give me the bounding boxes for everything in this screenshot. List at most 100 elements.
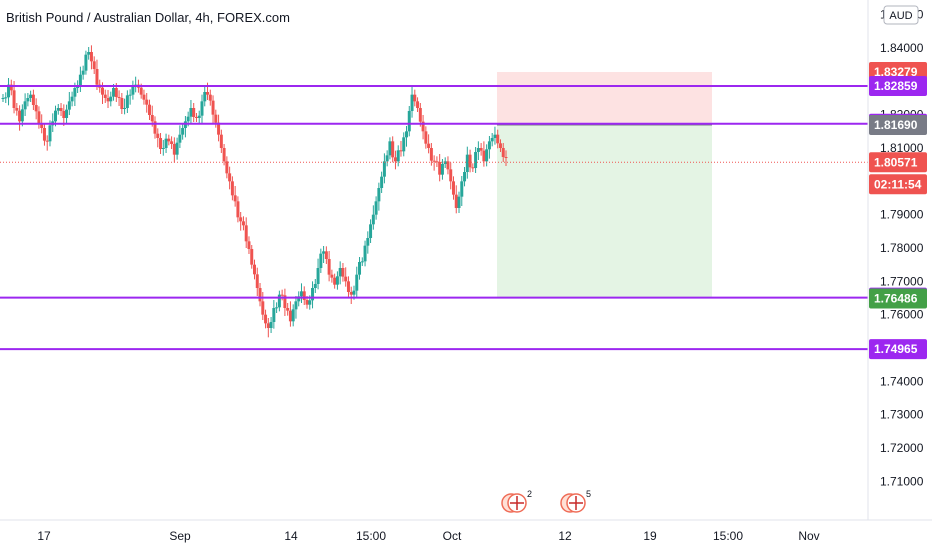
candle [463, 167, 467, 187]
candle [393, 150, 397, 170]
candle [103, 89, 107, 103]
time-tick-label: 14 [284, 529, 298, 543]
candle [258, 283, 262, 307]
candle [355, 266, 359, 298]
candle [363, 240, 367, 267]
candle [338, 261, 342, 285]
time-tick-label: Oct [443, 529, 462, 543]
candle [382, 153, 386, 184]
candle [159, 133, 163, 154]
candle [324, 246, 328, 264]
candle [194, 113, 198, 122]
stop-loss-zone [497, 72, 712, 125]
candle [479, 143, 483, 156]
candle [203, 87, 207, 107]
candle [125, 90, 129, 113]
candle [451, 176, 455, 200]
candle [391, 136, 395, 163]
candle [117, 90, 121, 106]
candle [460, 176, 464, 206]
candle [56, 104, 60, 115]
candle [468, 149, 472, 173]
candle [120, 93, 124, 114]
candle [346, 276, 350, 297]
candle [427, 134, 431, 154]
candle [109, 91, 113, 107]
candle [219, 129, 223, 153]
candle [156, 128, 160, 148]
candle [211, 95, 215, 124]
time-tick-label: 19 [643, 529, 657, 543]
time-tick-label: Nov [798, 529, 819, 543]
candle [78, 66, 82, 92]
candle [45, 135, 49, 151]
currency-badge[interactable]: AUD [883, 5, 919, 25]
candle [449, 162, 453, 190]
economic-event-flag-icon[interactable]: 2 [501, 489, 532, 513]
candle [424, 126, 428, 149]
candle [106, 90, 110, 108]
candle [131, 80, 135, 100]
candle [95, 59, 99, 90]
candle [374, 196, 378, 220]
last-price-tag-label: 1.80571 [874, 155, 918, 169]
candle [297, 291, 301, 307]
price-tick-label: 1.84000 [880, 41, 924, 55]
candle [446, 156, 450, 175]
price-tick-label: 1.71000 [880, 474, 924, 488]
candle [230, 176, 234, 201]
last-price-tag: 1.80571 [869, 152, 927, 173]
candle [147, 99, 151, 120]
candle [322, 246, 326, 263]
candle [410, 86, 414, 118]
candle [34, 98, 38, 120]
candle [487, 136, 491, 159]
candle [272, 300, 276, 329]
level-price-tag: 1.82859 [869, 76, 927, 97]
candle [153, 116, 157, 139]
time-tick-label: 15:00 [713, 529, 743, 543]
chart-title: British Pound / Australian Dollar, 4h, F… [6, 10, 290, 25]
candle [327, 251, 331, 282]
event-count: 2 [527, 489, 532, 499]
candle [142, 89, 146, 105]
candle [1, 94, 5, 102]
candle [239, 212, 243, 231]
horizontal-levels[interactable] [0, 85, 868, 351]
candle [228, 166, 232, 190]
time-tick-label: 17 [37, 529, 51, 543]
candle [233, 186, 237, 207]
stop-price-tag-label: 1.83279 [874, 65, 918, 79]
candle [407, 106, 411, 137]
candle [493, 126, 497, 145]
candle [416, 97, 420, 112]
price-tick-label: 1.79000 [880, 208, 924, 222]
candle [496, 129, 500, 149]
candle [81, 65, 85, 80]
candle [490, 133, 494, 147]
level-price-tag-label: 1.82859 [874, 79, 918, 93]
candle [474, 147, 478, 173]
candle [172, 137, 176, 163]
time-axis-ticks: 17 Sep 14 15:00 Oct 12 19 15:00 Nov [37, 529, 819, 543]
candle [349, 286, 353, 304]
currency-label: AUD [889, 10, 912, 22]
candle [42, 123, 46, 146]
candle [501, 143, 505, 162]
candle [366, 231, 370, 254]
candle [15, 103, 19, 116]
candles [1, 45, 508, 338]
candle [178, 125, 182, 148]
candle [4, 92, 8, 103]
candle [341, 263, 345, 282]
candle [244, 217, 248, 248]
candle [283, 288, 287, 316]
economic-event-flag-icon[interactable]: 5 [560, 489, 591, 513]
candle [380, 171, 384, 193]
candle [294, 296, 298, 319]
candle [264, 309, 268, 329]
candle [333, 273, 337, 289]
candle [369, 219, 373, 243]
